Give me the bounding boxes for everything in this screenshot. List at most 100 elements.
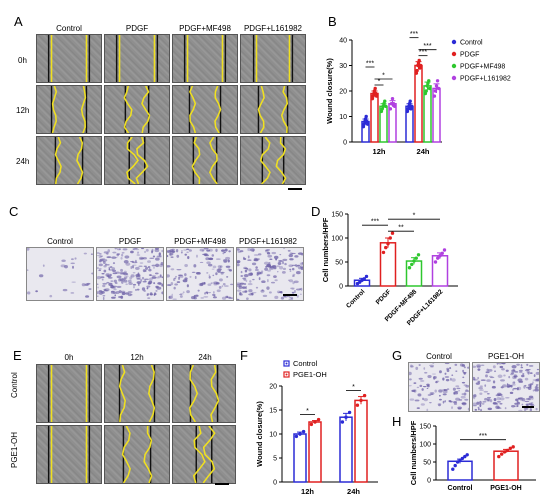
panel-label-a: A	[14, 14, 23, 29]
wound-image-e-r1-c2	[172, 425, 236, 484]
chart-h-control-point	[455, 460, 460, 464]
chart-b-legend-label: PDGF	[460, 52, 479, 59]
chart-f-sig-label: *	[306, 408, 309, 415]
chart-b-control-point	[365, 122, 370, 126]
panel-label-h: H	[392, 414, 402, 429]
wound-image-a-r2-c1	[104, 136, 170, 185]
chart-b-control-point	[409, 104, 414, 109]
chart-h-control-point	[453, 463, 457, 468]
chart-b-ytick-label: 10	[339, 114, 347, 121]
chart-b-pdgf-mf498-point	[427, 86, 432, 91]
chart-b-xtick-label: 24h	[417, 147, 430, 156]
chart-f-pge1-oh-point	[313, 420, 317, 424]
chart-d-pdgf-mf498-point	[412, 259, 416, 263]
chart-d-pdgf-l161982-point	[442, 248, 447, 252]
scale-bar-a	[288, 188, 302, 190]
chart-b-sig-label: ***	[423, 43, 431, 50]
transwell-image-g-0	[408, 362, 470, 412]
chart-b-pdgf-l161982-point	[392, 104, 397, 109]
chart-b-sig-label: ***	[366, 61, 374, 68]
chart-h-ytick-label: 0	[427, 478, 431, 485]
chart-b-pdgf-l161982-point	[433, 89, 438, 93]
chart-h-sig-label: ***	[479, 433, 487, 440]
chart-b-pdgf-point	[416, 61, 421, 65]
chart-d-control-point	[358, 280, 362, 284]
chart-b-control-point	[408, 99, 412, 103]
wound-image-a-r2-c0	[36, 136, 102, 185]
chart-d-pdgf-l161982-point	[440, 251, 444, 256]
chart-d-pdgf-point	[388, 236, 392, 240]
chart-b-control-point	[364, 114, 368, 119]
panel-e-col-24h: 24h	[198, 353, 212, 362]
scale-bar-g	[522, 406, 534, 408]
chart-h-control-point	[463, 454, 467, 459]
chart-b-control-point	[363, 117, 368, 121]
chart-f: 0 5 10 15 20 Wound closure(%) 12h * 24h * Control P…	[255, 359, 378, 496]
chart-b-pdgf-point	[370, 96, 375, 101]
panel-a-col-l161982: PDGF+L161982	[243, 24, 303, 33]
transwell-image-c-0	[26, 247, 94, 301]
chart-h-control-point	[458, 458, 462, 462]
wound-image-a-r1-c1	[104, 85, 170, 134]
panel-c-col-mf498: PDGF+MF498	[174, 237, 226, 246]
chart-f-pge1-oh-bar	[354, 399, 368, 483]
chart-h-pge1-oh-point	[497, 454, 501, 459]
chart-h-pge1-oh-point	[502, 450, 507, 454]
chart-b-ytick-label: 40	[339, 38, 347, 45]
chart-b-pdgf-mf498-point	[383, 99, 387, 103]
chart-b-pdgf-mf498-point	[381, 104, 385, 109]
chart-b-pdgf-point	[414, 71, 419, 75]
chart-b-pdgf-mf498-point	[382, 102, 386, 106]
chart-f-pge1-oh-point	[309, 422, 314, 427]
chart-d-pdgf-point	[386, 242, 390, 246]
chart-b-pdgf-point	[418, 66, 422, 70]
chart-b-pdgf-point	[373, 86, 377, 91]
chart-d-pdgf-mf498-point	[414, 256, 418, 260]
chart-h-control-point	[465, 453, 469, 457]
panel-label-c: C	[9, 204, 19, 219]
chart-f-ytick-label: 20	[269, 384, 277, 391]
chart-d-pdgf-point	[381, 250, 386, 255]
chart-b-pdgf-mf498-point	[380, 107, 384, 111]
chart-h-ylabel: Cell numbers/HPF	[409, 420, 418, 485]
chart-b-sig-label: ***	[410, 31, 418, 38]
chart-d-pdgf-l161982-point	[438, 254, 442, 258]
wound-image-a-r0-c0	[36, 34, 102, 83]
chart-h-control-point	[460, 456, 465, 461]
chart-d-pdgf-bar	[379, 242, 397, 287]
scale-bar-e	[215, 483, 229, 485]
chart-b-legend-marker	[451, 75, 457, 81]
panel-label-f: F	[240, 348, 248, 363]
chart-b-legend-marker	[451, 63, 457, 69]
chart-f-control-point	[344, 415, 348, 419]
chart-d-sig-label: *	[413, 213, 416, 220]
chart-d-pdgf-point	[390, 231, 395, 235]
panel-e-row-control: Control	[10, 372, 19, 398]
chart-f-pge1-oh-bar	[308, 421, 322, 483]
chart-d-control-point	[364, 274, 369, 279]
chart-b-pdgf-l161982-point	[388, 107, 393, 111]
chart-b-ytick-label: 0	[343, 140, 347, 147]
transwell-image-c-1	[96, 247, 164, 301]
chart-d-pdgf-mf498-point	[416, 253, 421, 257]
scale-bar-c	[283, 294, 297, 296]
chart-f-control-point	[301, 429, 306, 434]
chart-b-control-point	[406, 107, 410, 111]
wound-image-e-r0-c1	[104, 364, 170, 423]
panel-a-col-control: Control	[56, 24, 82, 33]
panel-a-col-pdgf: PDGF	[125, 24, 149, 33]
chart-f-control-bar	[339, 416, 353, 483]
wound-image-a-r1-c0	[36, 85, 102, 134]
chart-h-xtick-label: PGE1-OH	[490, 485, 522, 492]
chart-f-control-point	[298, 432, 302, 436]
chart-b-pdgf-bar	[414, 64, 423, 143]
chart-f-control-bar	[293, 433, 307, 483]
chart-b-sig-label: *	[378, 79, 381, 86]
chart-f-legend-dot	[285, 373, 288, 376]
chart-f-ytick-label: 15	[269, 408, 277, 415]
chart-h-pge1-oh-point	[505, 448, 510, 453]
chart-b-control-point	[407, 102, 412, 106]
panel-c-col-l161982: PDGF+L161982	[238, 237, 298, 246]
chart-b-pdgf-mf498-point	[425, 84, 429, 88]
